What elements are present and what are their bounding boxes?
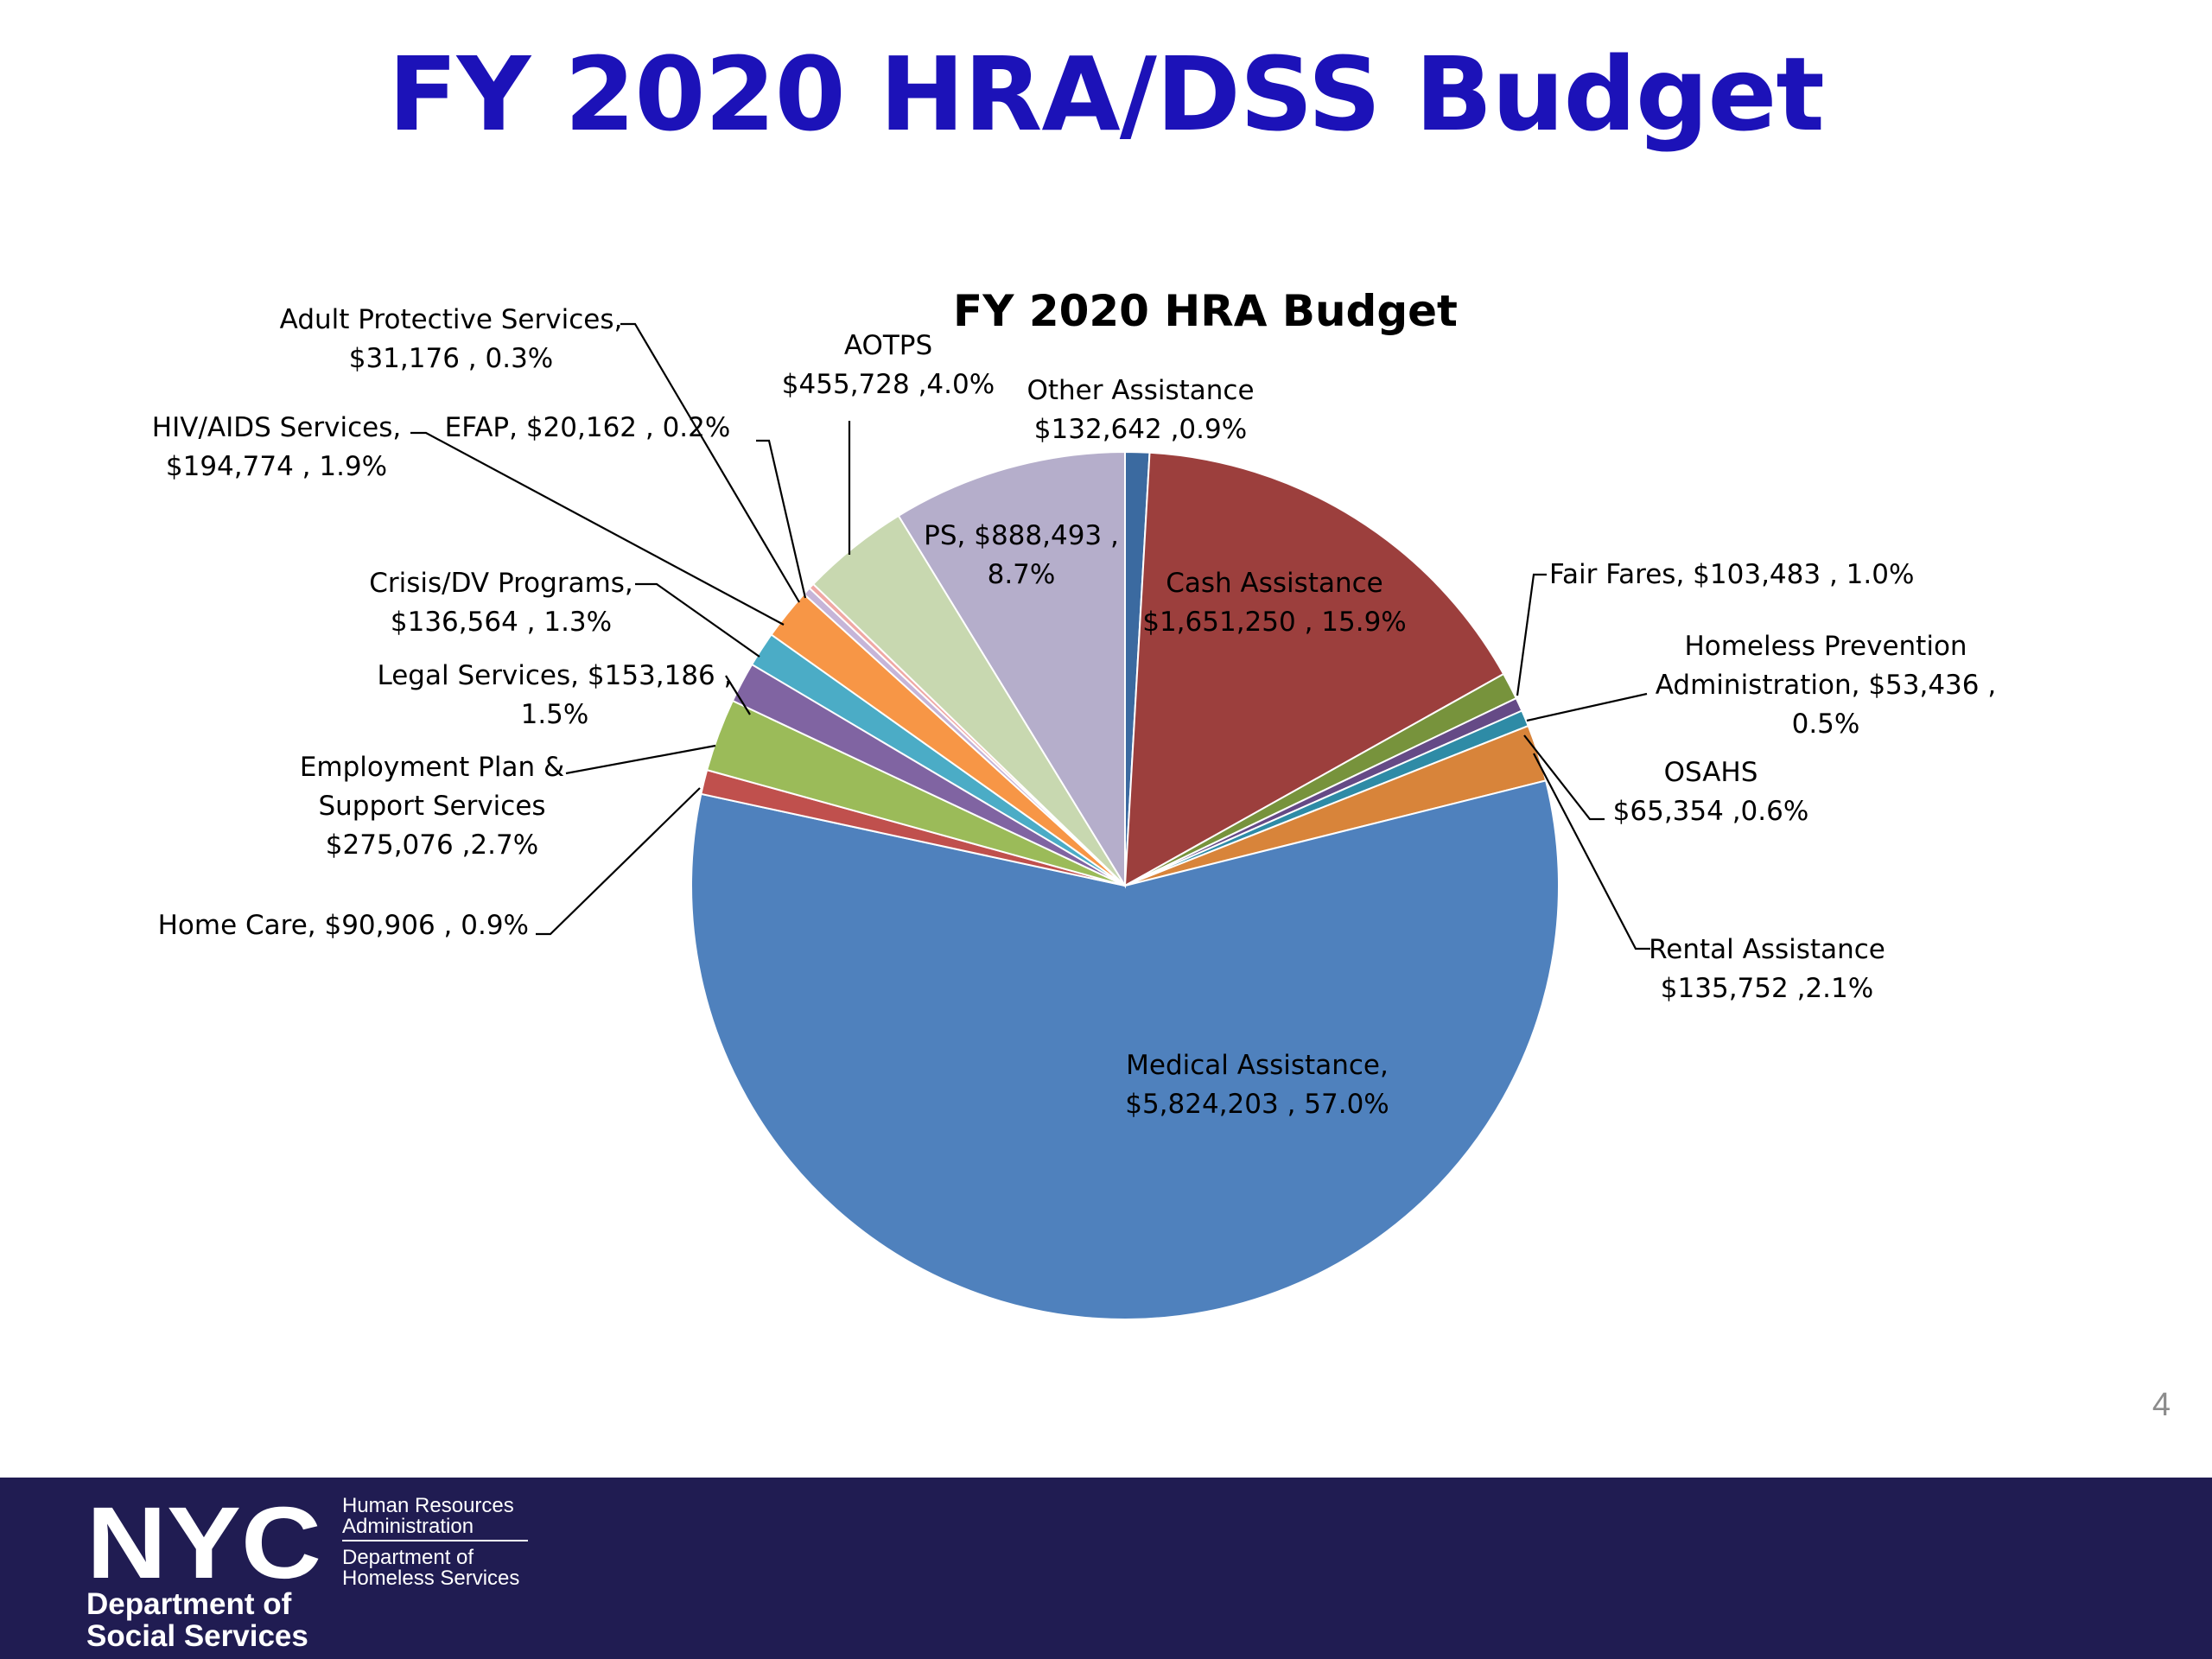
data-label-rental-assistance: Rental Assistance $135,752 ,2.1% — [1649, 934, 1885, 1004]
data-label-homeless-prevention-administration: Homeless Prevention Administration, $53,4… — [1656, 631, 1996, 740]
hra-line2: Administration — [342, 1515, 474, 1538]
chart-title: FY 2020 HRA Budget — [953, 286, 1458, 336]
page-number: 4 — [2152, 1387, 2171, 1423]
pie-slice-cash-assistance — [1123, 451, 1505, 887]
leader-line-efap — [756, 439, 807, 599]
leader-line-fair-fares — [1516, 573, 1547, 696]
data-label-home-care: Home Care, $90,906 , 0.9% — [158, 910, 529, 941]
slice-labels: Other Assistance $132,642 ,0.9% Cash Assis… — [152, 304, 1996, 1120]
dept-name-line2: Social Services — [86, 1619, 308, 1653]
data-label-crisis-dv-programs: Crisis/DV Programs, $136,564 , 1.3% — [369, 568, 633, 638]
data-label-medical-assistance: Medical Assistance, $5,824,203 , 57.0% — [1125, 1050, 1389, 1120]
data-label-employment-plan-support-services: Employment Plan & Support Services $275,07… — [300, 752, 564, 861]
leader-line-home-care — [536, 787, 701, 936]
leader-line-rental-assistance — [1533, 753, 1650, 950]
data-label-ps: PS, $888,493 , 8.7% — [924, 520, 1119, 590]
data-label-osahs: OSAHS $65,354 ,0.6% — [1613, 757, 1809, 827]
nyc-logo-icon: NYC — [86, 1503, 321, 1583]
leader-line-crisis-dv-programs — [635, 582, 760, 658]
data-label-cash-assistance: Cash Assistance $1,651,250 , 15.9% — [1142, 568, 1407, 638]
data-label-aotps: AOTPS $455,728 ,4.0% — [782, 330, 995, 400]
pie-slice-ps — [897, 450, 1126, 889]
dept-name-line1: Department of — [86, 1587, 292, 1621]
data-label-fair-fares: Fair Fares, $103,483 , 1.0% — [1549, 559, 1914, 590]
dhs-line2: Homeless Services — [342, 1567, 520, 1590]
leader-line-legal-services — [725, 675, 751, 715]
pie-slice-medical-assistance — [690, 779, 1560, 1320]
data-label-hiv-aids-services: HIV/AIDS Services, $194,774 , 1.9% — [152, 412, 401, 482]
leader-line-employment-plan-support-services — [565, 744, 716, 775]
data-label-legal-services: Legal Services, $153,186 , 1.5% — [378, 660, 733, 730]
leader-lines — [410, 322, 1650, 950]
leader-line-adult-protective-services — [620, 322, 800, 603]
slide-title: FY 2020 HRA/DSS Budget — [388, 35, 1825, 154]
leader-line-homeless-prevention-administration — [1526, 692, 1648, 722]
leader-line-osahs — [1523, 734, 1605, 821]
data-label-efap: EFAP, $20,162 , 0.2% — [445, 412, 731, 443]
agency-divider — [342, 1540, 528, 1541]
data-label-adult-protective-services: Adult Protective Services, $31,176 , 0.3% — [280, 304, 623, 374]
dhs-line1: Department of — [342, 1546, 474, 1569]
hra-line1: Human Resources — [342, 1494, 514, 1517]
data-label-other-assistance: Other Assistance $132,642 ,0.9% — [1027, 375, 1254, 445]
pie-chart: FY 2020 HRA Budget Other Assistance $132,… — [152, 286, 1996, 1320]
leader-line-hiv-aids-services — [410, 431, 785, 626]
pie-slices — [690, 450, 1560, 1320]
nyc-logo-text: NYC — [86, 1503, 321, 1583]
footer-bar: NYC Department of Social Services Human … — [0, 1478, 2212, 1659]
